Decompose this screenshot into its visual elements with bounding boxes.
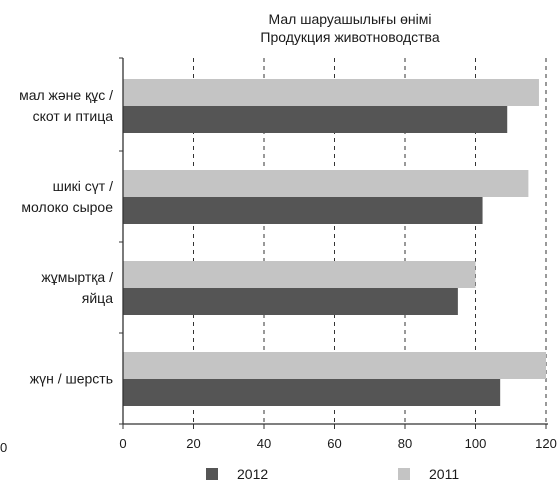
legend-label-2011: 2011 (429, 466, 459, 482)
x-tick-label-0: 0 (119, 436, 126, 451)
chart-title-line-1: Мал шаруашылығы өнімі (269, 11, 432, 27)
bar-series (123, 79, 546, 406)
category-label-2-line-0: жұмыртқа / (41, 269, 113, 285)
x-tick-label-80: 80 (398, 436, 412, 451)
bar-2012-0 (123, 106, 508, 133)
x-tick-labels: 0 20 40 60 80 100 120 (119, 436, 556, 451)
legend-swatch-2011 (398, 468, 410, 480)
category-label-3-line-0: жүн / шерсть (30, 371, 113, 387)
x-tick-label-120: 120 (535, 436, 557, 451)
bar-2012-3 (123, 379, 501, 406)
category-label-0-line-1: скот и птица (33, 108, 114, 124)
x-tick-label-100: 100 (465, 436, 487, 451)
x-tick-label-20: 20 (186, 436, 200, 451)
bar-2012-1 (123, 197, 483, 224)
bar-2012-2 (123, 288, 458, 315)
bar-2011-0 (123, 79, 539, 106)
category-label-0-line-0: мал және құс / (19, 87, 113, 103)
stray-axis-label: 0 (0, 440, 7, 455)
x-tick-label-60: 60 (327, 436, 341, 451)
category-labels: мал және құс / скот и птица шикі сүт / моло… (19, 87, 113, 387)
bar-2011-2 (123, 261, 476, 288)
chart-title: Мал шаруашылығы өнімі Продукция животнов… (260, 11, 439, 45)
axes (119, 57, 548, 429)
bar-2011-3 (123, 352, 546, 379)
x-tick-label-40: 40 (257, 436, 271, 451)
chart-title-line-2: Продукция животноводства (260, 29, 439, 45)
legend: 2012 2011 (206, 466, 459, 482)
legend-swatch-2012 (206, 468, 218, 480)
legend-label-2012: 2012 (237, 466, 268, 482)
category-label-1-line-0: шикі сүт / (53, 178, 113, 194)
category-label-2-line-1: яйца (82, 290, 113, 306)
category-label-1-line-1: молоко сырое (21, 199, 113, 215)
bar-2011-1 (123, 170, 529, 197)
